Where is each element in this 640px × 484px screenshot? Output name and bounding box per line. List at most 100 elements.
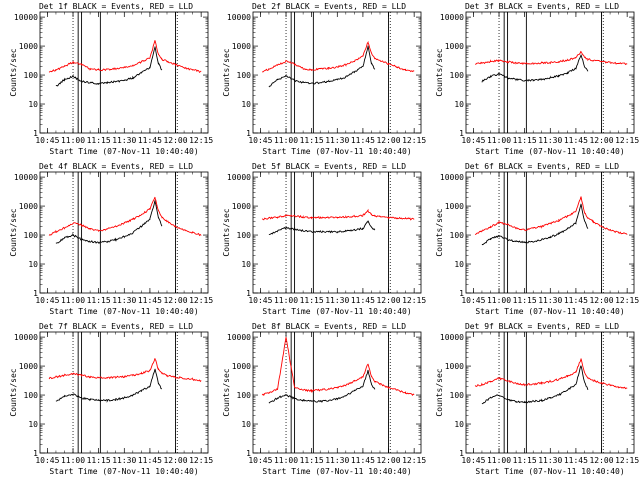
chart-title: Det 8f BLACK = Events, RED = LLD <box>252 322 406 331</box>
x-tick-label: 11:45 <box>138 136 162 145</box>
x-tick-label: 11:15 <box>300 456 324 465</box>
plot-frame <box>252 331 422 454</box>
chart-svg: Det 4f BLACK = Events, RED = LLD Counts/s… <box>9 162 213 316</box>
chart-panel: Det 4f BLACK = Events, RED = LLD Counts/s… <box>0 160 213 320</box>
x-axis-label: Start Time (07-Nov-11 10:40:40) <box>262 467 411 476</box>
y-tick-label: 1000 <box>232 42 251 51</box>
x-tick-label: 11:30 <box>112 456 136 465</box>
x-tick-label: 10:45 <box>35 456 59 465</box>
y-tick-label: 1000 <box>232 202 251 211</box>
x-tick-label: 11:45 <box>564 456 588 465</box>
events-series-line <box>481 365 589 405</box>
lld-series-line <box>48 40 202 73</box>
y-tick-label: 1 <box>459 449 464 458</box>
lld-series-line <box>475 50 628 66</box>
events-series-line <box>55 368 162 403</box>
lld-series-line <box>474 196 628 235</box>
chart-svg: Det 7f BLACK = Events, RED = LLD Counts/s… <box>9 322 213 476</box>
x-tick-label: 11:45 <box>564 136 588 145</box>
chart-panel: Det 6f BLACK = Events, RED = LLD Counts/s… <box>426 160 639 320</box>
x-tick-label: 11:00 <box>61 456 85 465</box>
chart-title: Det 2f BLACK = Events, RED = LLD <box>252 2 406 11</box>
chart-title: Det 6f BLACK = Events, RED = LLD <box>465 162 619 171</box>
chart-title: Det 5f BLACK = Events, RED = LLD <box>252 162 406 171</box>
plot-frame <box>39 11 209 134</box>
chart-panel: Det 8f BLACK = Events, RED = LLD Counts/s… <box>213 320 426 480</box>
x-tick-label: 11:15 <box>513 456 537 465</box>
x-tick-label: 11:00 <box>274 136 298 145</box>
chart-svg: Det 2f BLACK = Events, RED = LLD Counts/s… <box>222 2 426 156</box>
x-tick-label: 11:30 <box>538 296 562 305</box>
x-tick-label: 11:00 <box>487 296 511 305</box>
lld-series-line <box>474 358 628 390</box>
y-tick-label: 1000 <box>19 362 38 371</box>
x-tick-label: 12:00 <box>589 456 613 465</box>
y-tick-label: 1 <box>246 289 251 298</box>
x-tick-label: 11:15 <box>513 136 537 145</box>
x-axis-label: Start Time (07-Nov-11 10:40:40) <box>262 147 411 156</box>
y-tick-label: 100 <box>24 71 39 80</box>
y-tick-label: 1000 <box>19 42 38 51</box>
x-tick-label: 10:45 <box>248 136 272 145</box>
y-tick-label: 1000 <box>232 362 251 371</box>
chart-title: Det 1f BLACK = Events, RED = LLD <box>39 2 193 11</box>
y-tick-label: 1 <box>33 129 38 138</box>
y-tick-label: 10000 <box>440 173 464 182</box>
y-axis-label: Counts/sec <box>222 368 231 416</box>
x-tick-label: 12:15 <box>189 136 213 145</box>
x-tick-label: 11:00 <box>274 456 298 465</box>
x-tick-label: 11:45 <box>351 456 375 465</box>
x-tick-label: 11:30 <box>325 136 349 145</box>
plot-frame <box>252 11 422 134</box>
x-tick-label: 11:45 <box>564 296 588 305</box>
x-tick-label: 11:15 <box>300 136 324 145</box>
y-tick-label: 10 <box>241 420 251 429</box>
x-tick-label: 11:00 <box>487 136 511 145</box>
plot-frame <box>465 11 635 134</box>
y-axis-label: Counts/sec <box>435 368 444 416</box>
chart-panel: Det 2f BLACK = Events, RED = LLD Counts/s… <box>213 0 426 160</box>
x-tick-label: 10:45 <box>35 136 59 145</box>
y-tick-label: 1 <box>459 289 464 298</box>
x-tick-label: 12:00 <box>589 296 613 305</box>
x-tick-label: 11:45 <box>351 296 375 305</box>
y-tick-label: 10 <box>454 100 464 109</box>
x-tick-label: 11:30 <box>538 136 562 145</box>
y-tick-label: 100 <box>237 231 252 240</box>
events-series-line <box>55 200 163 245</box>
x-tick-label: 12:00 <box>589 136 613 145</box>
y-tick-label: 10 <box>241 100 251 109</box>
x-tick-label: 12:15 <box>402 456 426 465</box>
events-series-line <box>268 369 376 404</box>
y-tick-label: 10000 <box>440 333 464 342</box>
x-tick-label: 10:45 <box>461 136 485 145</box>
x-tick-label: 12:15 <box>615 456 639 465</box>
x-tick-label: 12:15 <box>402 296 426 305</box>
x-tick-label: 11:30 <box>112 296 136 305</box>
y-tick-label: 1 <box>246 129 251 138</box>
x-tick-label: 10:45 <box>248 456 272 465</box>
x-axis-label: Start Time (07-Nov-11 10:40:40) <box>262 307 411 316</box>
events-series-line <box>268 220 376 236</box>
x-axis-label: Start Time (07-Nov-11 10:40:40) <box>475 467 624 476</box>
x-tick-label: 11:15 <box>300 296 324 305</box>
chart-svg: Det 9f BLACK = Events, RED = LLD Counts/s… <box>435 322 639 476</box>
x-tick-label: 11:45 <box>138 296 162 305</box>
x-tick-label: 11:45 <box>138 456 162 465</box>
x-tick-label: 10:45 <box>461 296 485 305</box>
events-series-line <box>268 45 376 88</box>
y-axis-label: Counts/sec <box>222 48 231 96</box>
plot-frame <box>465 171 635 294</box>
chart-svg: Det 5f BLACK = Events, RED = LLD Counts/s… <box>222 162 426 316</box>
y-axis-label: Counts/sec <box>435 48 444 96</box>
x-tick-label: 12:00 <box>376 456 400 465</box>
x-tick-label: 12:15 <box>402 136 426 145</box>
y-axis-label: Counts/sec <box>9 368 18 416</box>
y-tick-label: 1000 <box>19 202 38 211</box>
y-tick-label: 10 <box>28 100 38 109</box>
y-tick-label: 10000 <box>14 173 38 182</box>
events-series-line <box>481 203 589 246</box>
y-tick-label: 1 <box>246 449 251 458</box>
y-tick-label: 100 <box>450 71 465 80</box>
plot-frame <box>465 331 635 454</box>
